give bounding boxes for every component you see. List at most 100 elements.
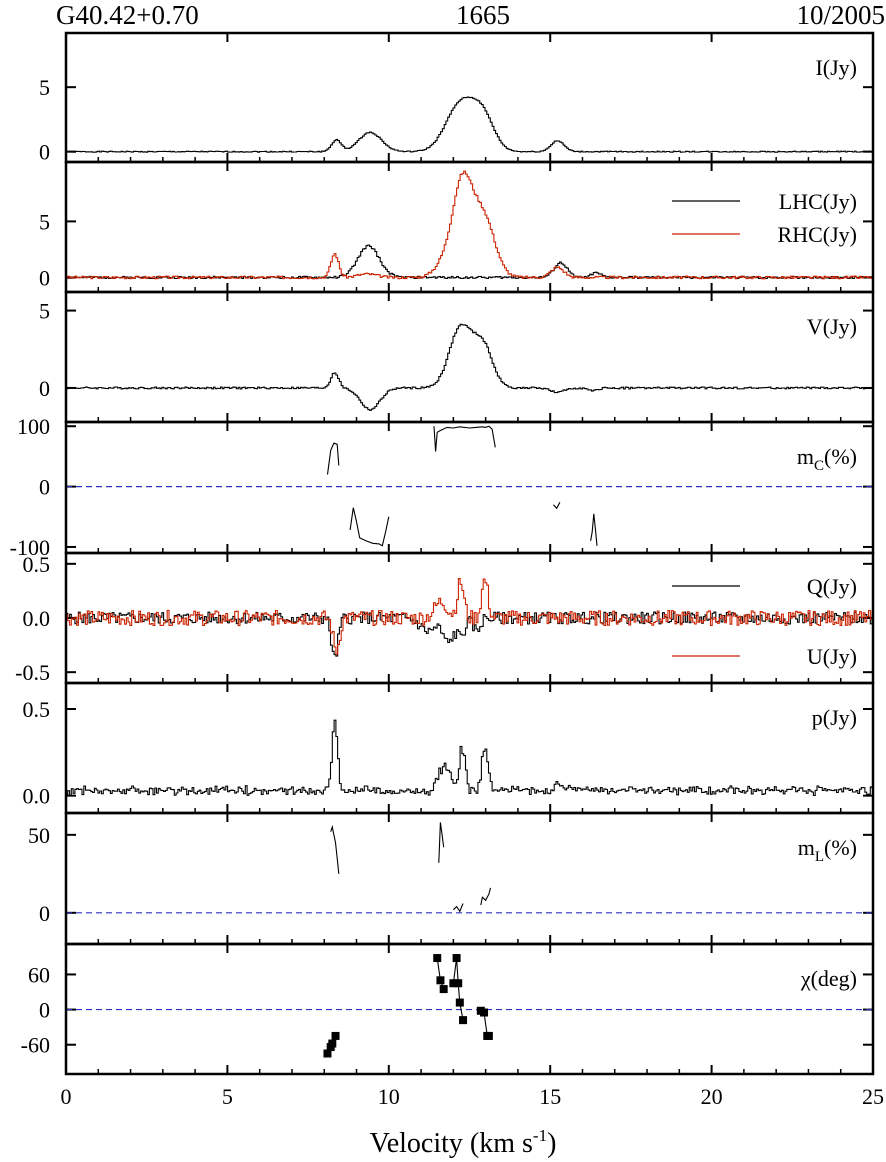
segment-line <box>453 903 464 913</box>
ytick-label: 0.0 <box>23 606 51 631</box>
panel-label-tail: (%) <box>824 835 857 860</box>
segment-line <box>480 887 492 906</box>
data-point <box>452 954 461 963</box>
data-point <box>328 1039 337 1048</box>
data-group <box>66 719 873 797</box>
panel-frame <box>64 811 875 946</box>
panel-label-main: χ(deg) <box>800 966 857 991</box>
data-group <box>323 954 493 1058</box>
panels: 05I(Jy)05LHC(Jy)RHC(Jy)05V(Jy)1000-100mC… <box>10 31 875 1076</box>
panel-label-tail: (%) <box>824 444 857 469</box>
data-point <box>449 979 458 988</box>
data-point <box>436 976 445 985</box>
panel-label-main: I(Jy) <box>815 55 857 80</box>
segment-line <box>326 442 340 475</box>
legend-label: U(Jy) <box>807 644 857 669</box>
panel-label-main: p(Jy) <box>812 705 857 730</box>
panel-label: I(Jy) <box>815 55 857 80</box>
panel-label: χ(deg) <box>800 966 857 991</box>
x-axis-title-main: Velocity (km s <box>370 1128 533 1159</box>
panel-I: 0 5 I(Jy) <box>39 31 875 165</box>
ytick-label: -60 <box>21 1033 50 1058</box>
ytick-label: 0 <box>39 265 50 290</box>
segment-line <box>433 425 496 452</box>
ytick-label: 5 <box>39 209 50 234</box>
panel-QU: 0.5 0.0 -0.5 Q(Jy) U(Jy) <box>15 551 875 685</box>
panel-chi: 60 0 -60 χ(deg) <box>21 942 875 1076</box>
ytick-label: 0.0 <box>23 784 51 809</box>
data-group <box>66 323 873 411</box>
panel-mL: 50 0 mL(%) <box>28 811 875 946</box>
xtick-label: 0 <box>61 1084 72 1109</box>
series-spectrum-line <box>66 719 873 797</box>
panel-label-main: m <box>797 444 814 469</box>
header: G40.42+0.70 1665 10/2005 <box>56 0 885 30</box>
segment-line <box>349 507 390 547</box>
xtick-label: 10 <box>378 1084 400 1109</box>
segment-line <box>590 513 598 546</box>
xtick-label: 20 <box>701 1084 723 1109</box>
ytick-label: 0.5 <box>23 697 51 722</box>
panel-V: 0 5 V(Jy) <box>39 290 875 424</box>
panel-label-sub: C <box>814 458 824 474</box>
ytick-label: -100 <box>10 535 50 560</box>
legend-label: LHC(Jy) <box>779 189 857 214</box>
x-axis: 0 5 10 15 20 25 <box>61 1084 885 1109</box>
ytick-label: 5 <box>39 299 50 324</box>
series-ujy-line <box>66 578 873 655</box>
ytick-label: 0.5 <box>23 552 51 577</box>
series-rhcjy-line <box>66 170 873 280</box>
ytick-label: 0 <box>39 475 50 500</box>
panel-mC: 100 0 -100 mC(%) <box>10 414 875 560</box>
xtick-label: 5 <box>222 1084 233 1109</box>
panel-frame <box>64 942 875 1076</box>
panel-label: V(Jy) <box>807 314 857 339</box>
ytick-label: 0 <box>39 376 50 401</box>
series-lhcjy-line <box>66 244 873 280</box>
segment-line <box>452 958 464 1021</box>
ytick-label: 0 <box>39 140 50 165</box>
data-point <box>323 1049 332 1058</box>
ytick-label: -0.5 <box>15 660 50 685</box>
segment-line <box>436 958 445 990</box>
panel-label: p(Jy) <box>812 705 857 730</box>
data-group <box>66 170 873 280</box>
legend-label: Q(Jy) <box>807 574 857 599</box>
data-group <box>330 822 492 913</box>
data-group <box>326 425 598 547</box>
ytick-label: 0 <box>39 901 50 926</box>
xtick-label: 25 <box>862 1084 884 1109</box>
ytick-label: 0 <box>39 998 50 1023</box>
data-point <box>455 998 464 1007</box>
data-group <box>66 96 873 153</box>
panel-label: mC(%) <box>797 444 857 474</box>
ytick-label: 50 <box>28 823 50 848</box>
panel-frame <box>64 420 875 555</box>
data-point <box>454 979 463 988</box>
ytick-label: 100 <box>17 414 50 439</box>
series-spectrum-line <box>66 96 873 153</box>
panel-label-main: V(Jy) <box>807 314 857 339</box>
data-point <box>439 985 448 994</box>
ytick-label: 60 <box>28 962 50 987</box>
segment-line <box>438 822 445 863</box>
x-axis-title: Velocity (km s-1) <box>370 1126 557 1159</box>
data-point <box>433 954 442 963</box>
data-point <box>331 1031 340 1040</box>
panel-p: 0.5 0.0 p(Jy) <box>23 681 875 815</box>
header-date: 10/2005 <box>796 0 885 30</box>
ytick-label: 5 <box>39 75 50 100</box>
segment-line <box>552 502 561 510</box>
data-point <box>459 1016 468 1025</box>
xtick-label: 15 <box>539 1084 561 1109</box>
panel-label-main: m <box>798 835 815 860</box>
data-point <box>484 1031 493 1040</box>
panel-label: mL(%) <box>798 835 857 865</box>
x-axis-title-exponent: -1 <box>533 1126 547 1145</box>
header-source: G40.42+0.70 <box>56 0 199 30</box>
panel-frame <box>64 290 875 424</box>
data-point <box>480 1008 489 1017</box>
legend-label: RHC(Jy) <box>778 222 857 247</box>
panel-label-sub: L <box>815 849 824 865</box>
header-frequency: 1665 <box>456 0 510 30</box>
